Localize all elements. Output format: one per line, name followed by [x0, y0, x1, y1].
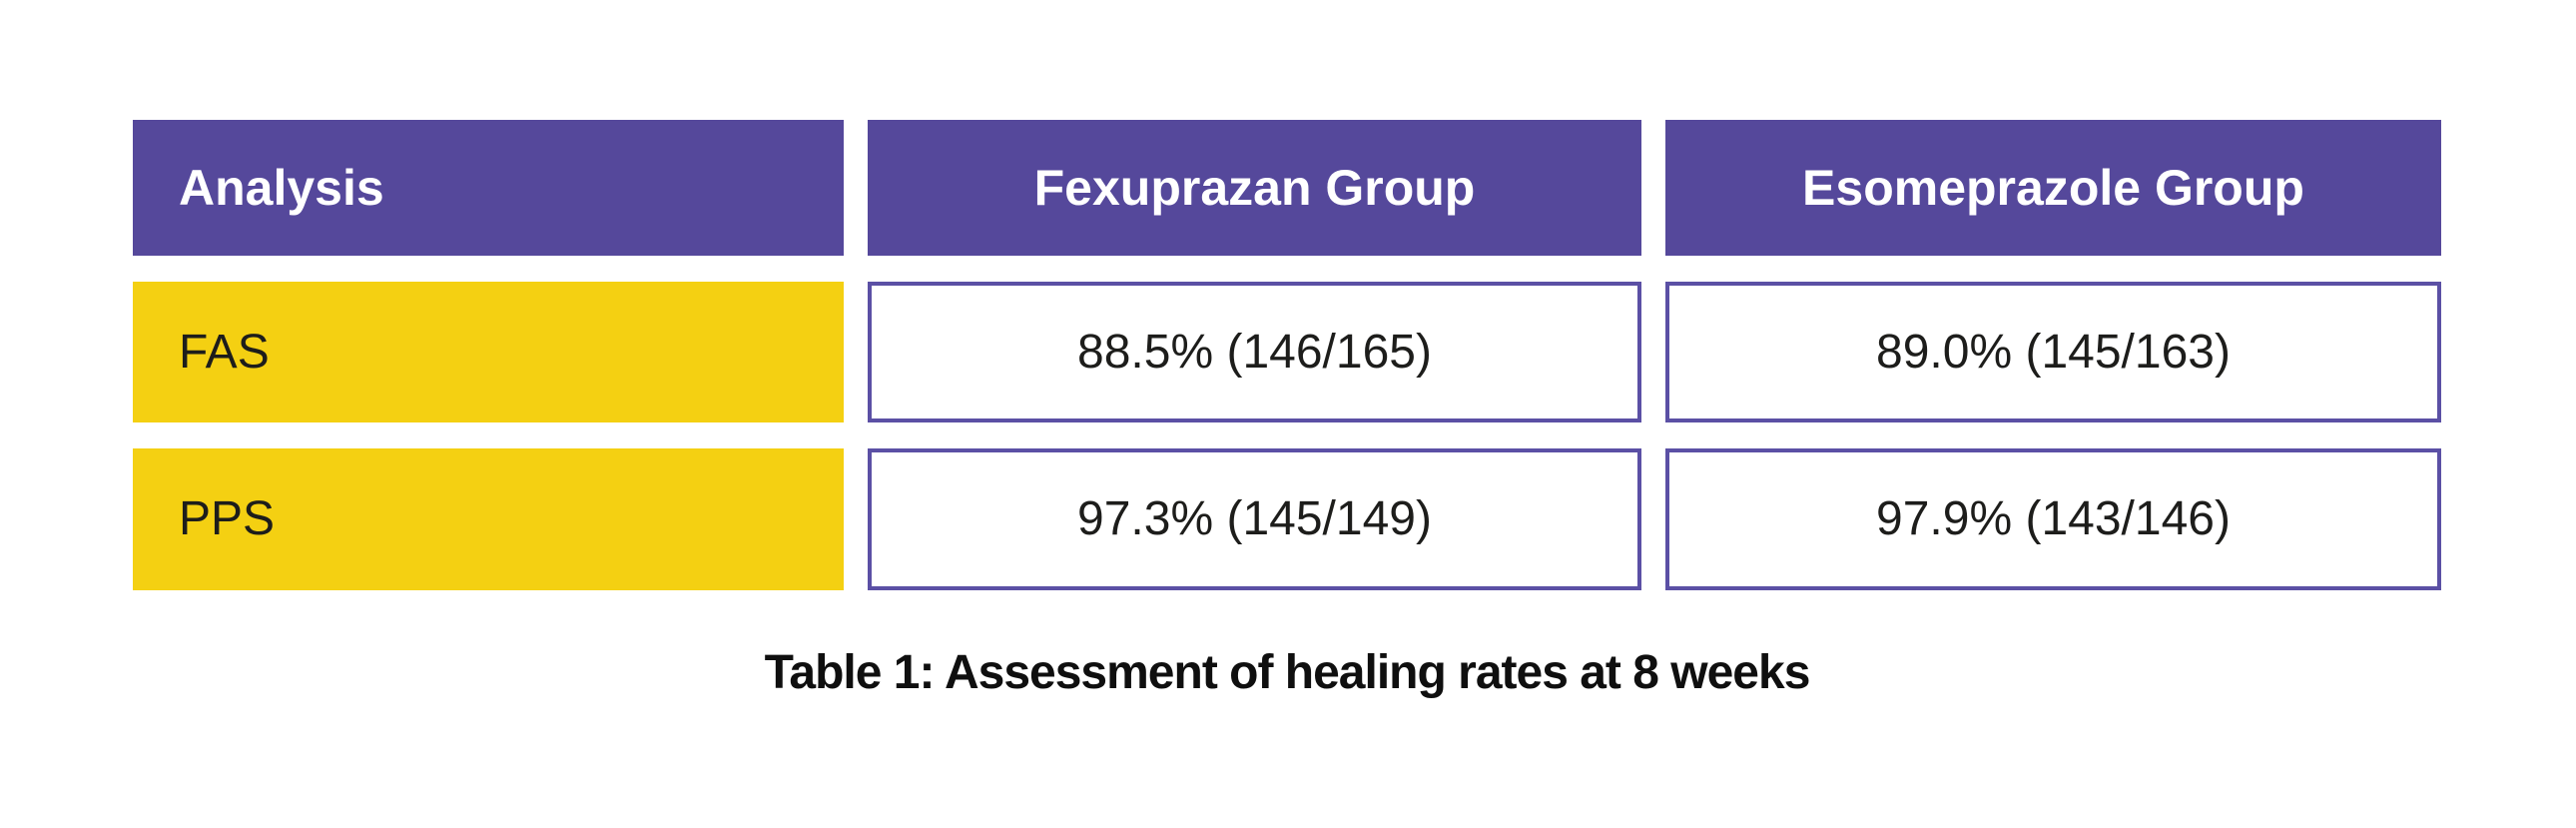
row-label-pps: PPS [133, 448, 844, 590]
value-fas-esomeprazole: 89.0% (145/163) [1665, 282, 2441, 422]
column-header-esomeprazole-group: Esomeprazole Group [1665, 120, 2441, 256]
value-pps-fexuprazan: 97.3% (145/149) [868, 448, 1641, 590]
value-pps-esomeprazole: 97.9% (143/146) [1665, 448, 2441, 590]
healing-rates-table: Analysis Fexuprazan Group Esomeprazole G… [133, 120, 2441, 590]
table-caption: Table 1: Assessment of healing rates at … [764, 646, 1811, 699]
row-label-fas: FAS [133, 282, 844, 422]
column-header-fexuprazan-group: Fexuprazan Group [868, 120, 1641, 256]
column-header-analysis: Analysis [133, 120, 844, 256]
value-fas-fexuprazan: 88.5% (146/165) [868, 282, 1641, 422]
